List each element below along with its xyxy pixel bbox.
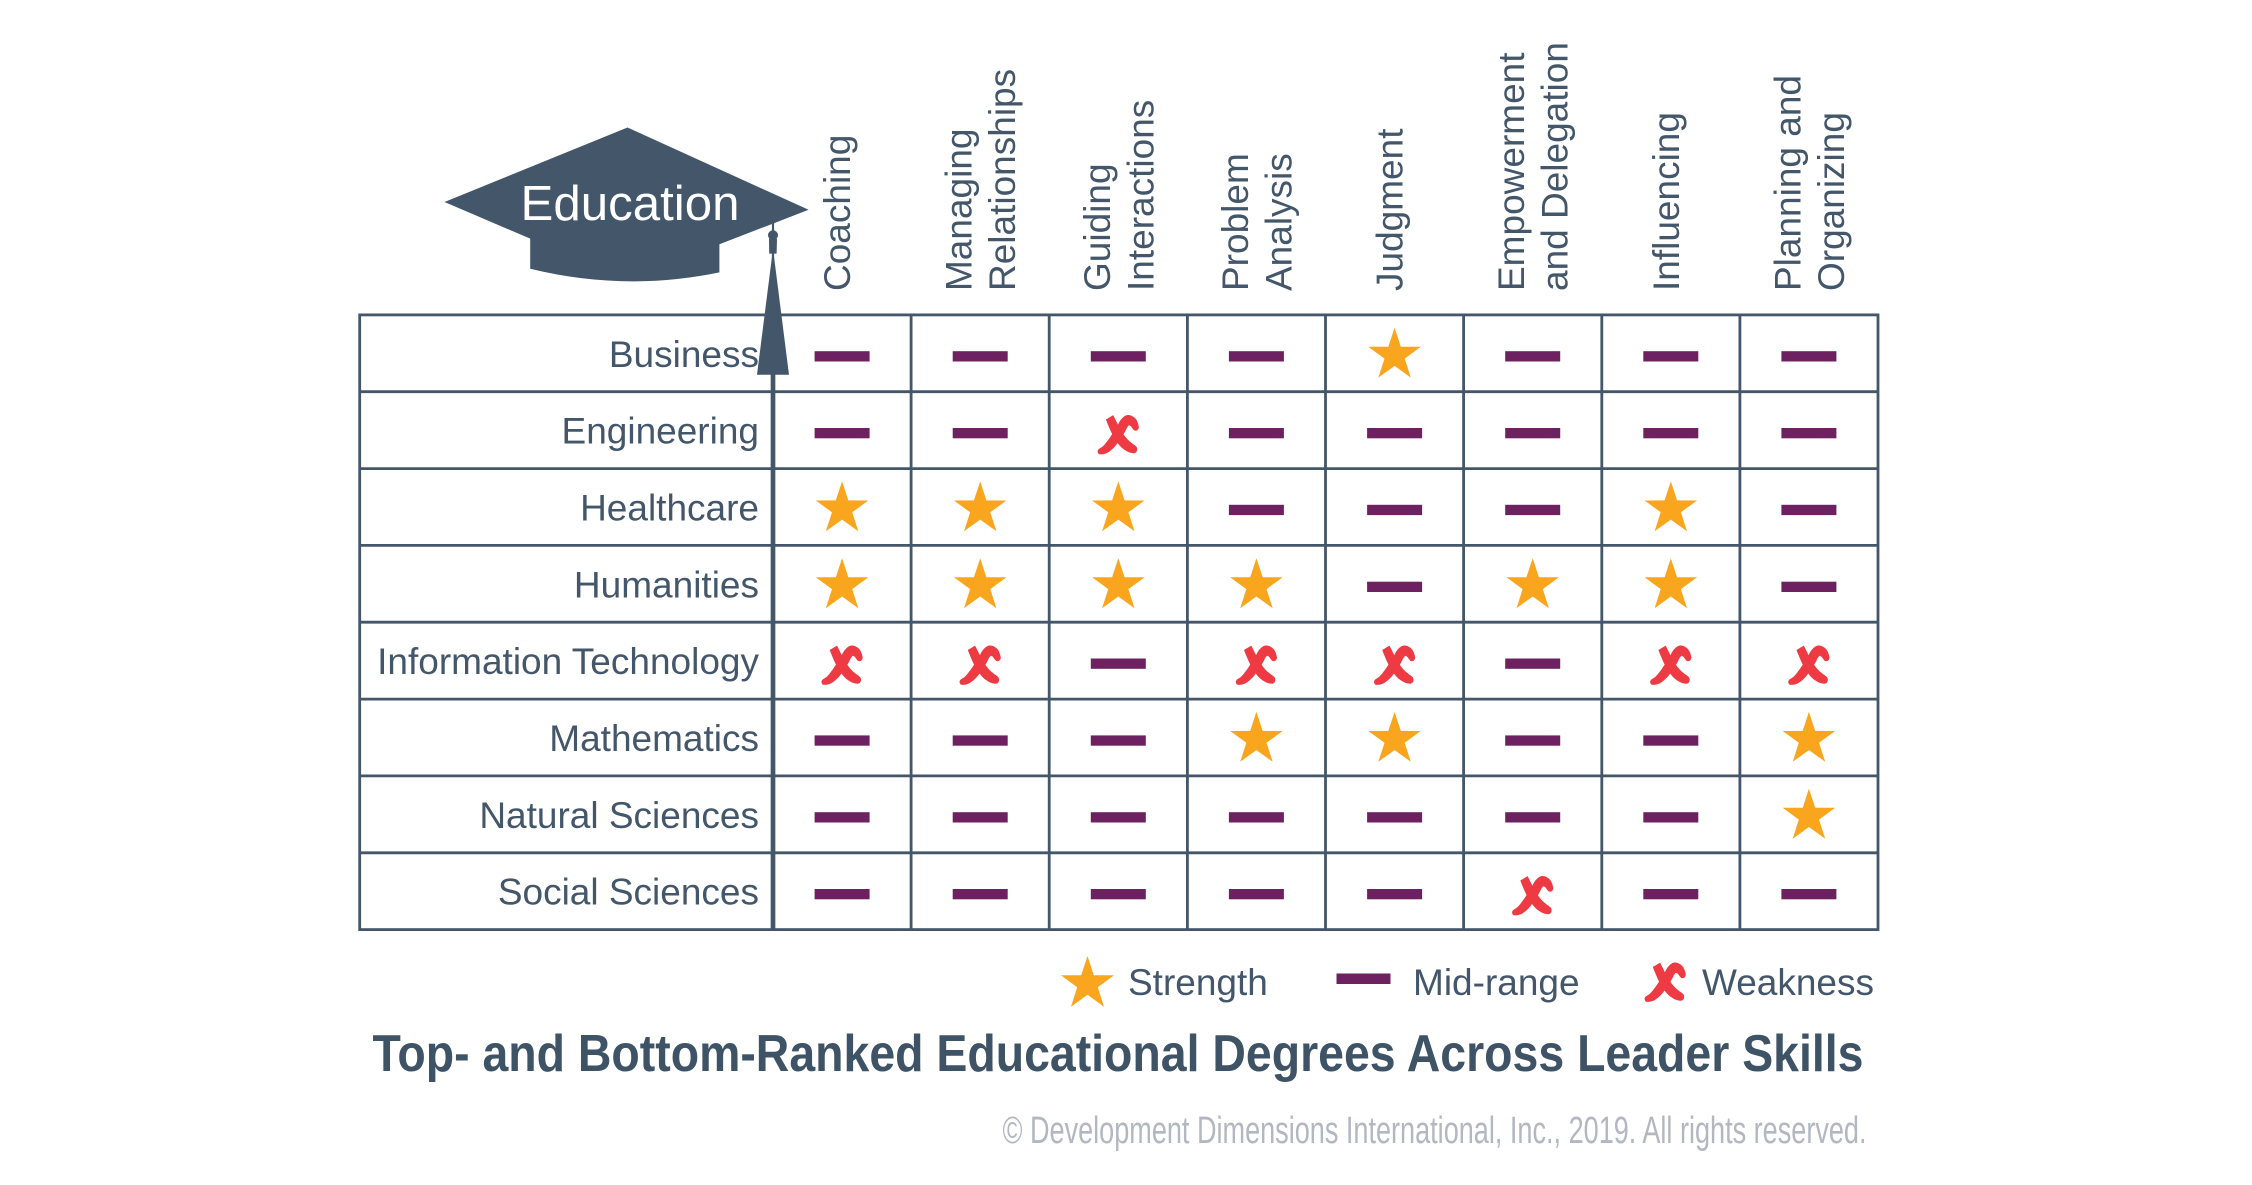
svg-text:Analysis: Analysis	[1258, 153, 1299, 291]
svg-text:Engineering: Engineering	[562, 411, 759, 452]
svg-text:Problem: Problem	[1215, 153, 1256, 291]
svg-text:Planning and: Planning and	[1767, 75, 1808, 291]
svg-text:Interactions: Interactions	[1120, 100, 1161, 291]
svg-text:Strength: Strength	[1128, 962, 1268, 1003]
svg-text:Organizing: Organizing	[1811, 112, 1852, 291]
svg-text:Weakness: Weakness	[1702, 962, 1874, 1003]
svg-text:Natural Sciences: Natural Sciences	[479, 795, 759, 836]
svg-text:Humanities: Humanities	[574, 564, 759, 605]
svg-text:Empowerment: Empowerment	[1491, 52, 1532, 291]
svg-text:Top- and Bottom-Ranked Educati: Top- and Bottom-Ranked Educational Degre…	[373, 1025, 1864, 1083]
svg-text:Coaching: Coaching	[817, 135, 858, 291]
svg-text:Influencing: Influencing	[1646, 112, 1687, 291]
svg-text:Business: Business	[609, 334, 759, 375]
svg-text:Relationships: Relationships	[982, 69, 1023, 291]
svg-text:Guiding: Guiding	[1077, 163, 1118, 291]
svg-text:Healthcare: Healthcare	[580, 488, 759, 529]
svg-text:Education: Education	[521, 176, 740, 231]
svg-text:Mid-range: Mid-range	[1413, 962, 1580, 1003]
svg-text:© Development Dimensions Inter: © Development Dimensions International, …	[1003, 1110, 1867, 1152]
svg-text:Social Sciences: Social Sciences	[498, 872, 759, 913]
svg-text:Judgment: Judgment	[1370, 128, 1411, 291]
svg-text:Information Technology: Information Technology	[377, 641, 759, 682]
svg-text:Managing: Managing	[939, 128, 980, 291]
svg-text:and Delegation: and Delegation	[1535, 42, 1576, 291]
svg-text:Mathematics: Mathematics	[549, 718, 759, 759]
